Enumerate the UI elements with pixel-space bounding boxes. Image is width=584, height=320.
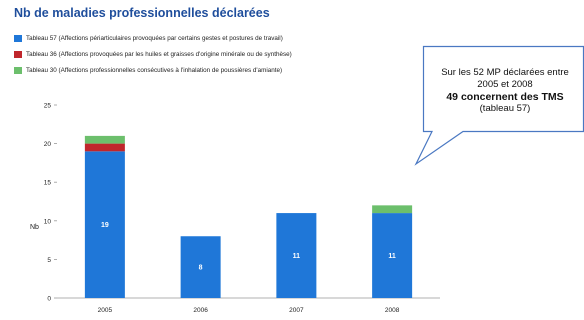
x-tick-label: 2006	[193, 307, 208, 314]
callout-line-2: 2005 et 2008	[477, 79, 533, 90]
y-tick-label: 20	[44, 141, 52, 148]
legend-label: Tableau 30 (Affections professionnelles …	[26, 66, 283, 74]
legend-swatch-green	[14, 66, 22, 74]
legend-swatch-blue	[14, 34, 22, 42]
x-tick-label: 2008	[385, 307, 400, 314]
y-tick-label: 10	[44, 218, 52, 225]
legend-item-tableau-30: Tableau 30 (Affections professionnelles …	[14, 62, 292, 78]
bar-data-label: 11	[293, 253, 301, 260]
callout-line-3: 49 concernent des TMS	[446, 91, 564, 103]
legend-label: Tableau 36 (Affections provoquées par le…	[26, 50, 292, 58]
bar-segment	[276, 213, 317, 298]
y-tick-label: 5	[47, 257, 51, 264]
bar-segment	[372, 205, 413, 214]
bar-segment	[84, 151, 125, 298]
callout-line-1: Sur les 52 MP déclarées entre	[441, 67, 569, 78]
bar-segment	[84, 135, 125, 144]
callout-text: Sur les 52 MP déclarées entre 2005 et 20…	[426, 67, 584, 115]
chart-title: Nb de maladies professionnelles déclarée…	[14, 6, 270, 20]
callout-line-4: (tableau 57)	[479, 103, 531, 114]
y-tick-label: 0	[47, 296, 51, 303]
legend-swatch-red	[14, 50, 22, 58]
bar-segment	[372, 213, 413, 298]
legend-item-tableau-36: Tableau 36 (Affections provoquées par le…	[14, 46, 292, 62]
legend: Tableau 57 (Affections périarticulaires …	[14, 30, 292, 78]
bar-segment	[180, 236, 221, 298]
y-tick-label: 25	[44, 103, 52, 110]
bar-segment	[84, 143, 125, 152]
y-axis-label: Nb	[30, 224, 39, 231]
x-tick-label: 2007	[289, 307, 304, 314]
bar-data-label: 11	[388, 253, 396, 260]
bar-data-label: 8	[199, 265, 203, 272]
y-tick-label: 15	[44, 180, 52, 187]
x-tick-label: 2005	[98, 307, 113, 314]
bar-data-label: 19	[101, 222, 109, 229]
legend-item-tableau-57: Tableau 57 (Affections périarticulaires …	[14, 30, 292, 46]
legend-label: Tableau 57 (Affections périarticulaires …	[26, 34, 283, 42]
